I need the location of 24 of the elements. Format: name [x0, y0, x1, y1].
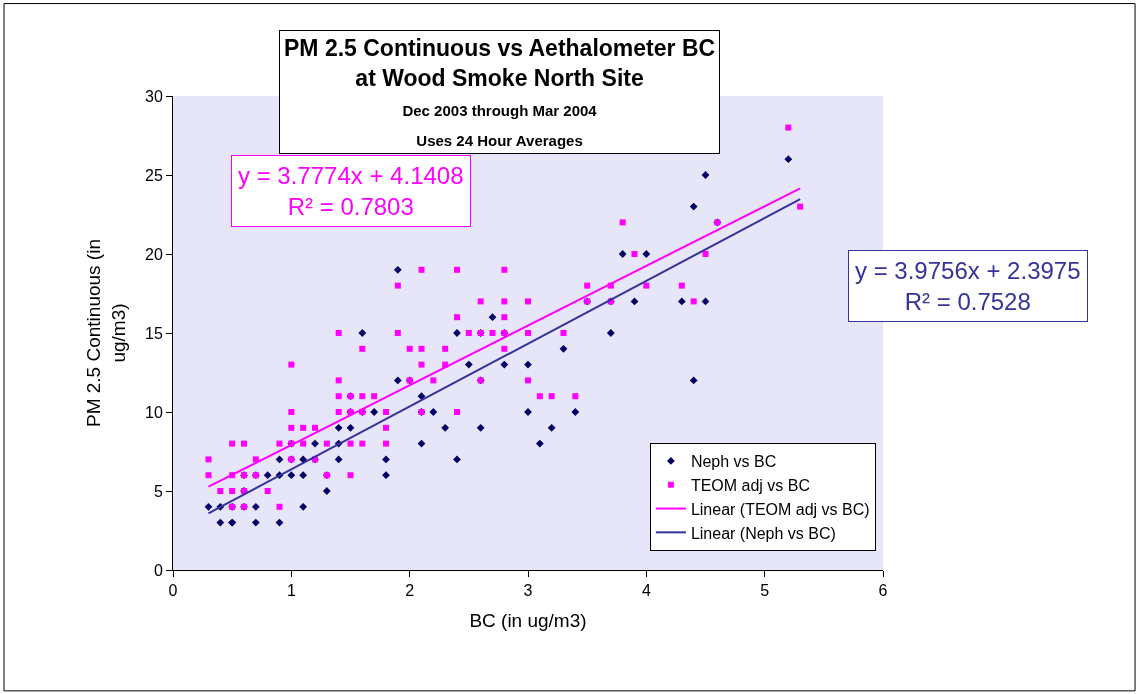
x-tick-label: 3 [523, 582, 533, 600]
x-tick-label: 5 [760, 582, 770, 600]
x-tick-label: 6 [878, 582, 888, 600]
y-axis-title: PM 2.5 Continuous (in ug/m3) [83, 239, 129, 427]
annotation: y = 3.7774x + 4.1408 R² = 0.7803 [238, 162, 464, 221]
legend-label: Linear (TEOM adj vs BC) [690, 500, 870, 518]
y-tick-label: 15 [145, 324, 163, 342]
legend-label: TEOM adj vs BC [690, 476, 811, 494]
y-tick-label: 10 [145, 403, 163, 421]
x-tick-label: 0 [168, 582, 178, 600]
chart-title: PM 2.5 Continuous vs Aethalometer BC at Wood Smoke North Site [284, 35, 716, 91]
y-tick-label: 20 [145, 245, 163, 263]
x-tick-label: 1 [286, 582, 296, 600]
y-tick-label: 0 [153, 561, 163, 579]
x-axis-title: BC (in ug/m3) [469, 610, 587, 631]
y-tick-label: 25 [145, 166, 163, 184]
legend-label: Neph vs BC [690, 453, 777, 471]
x-tick-label: 4 [641, 582, 651, 600]
y-tick-label: 5 [153, 482, 163, 500]
text: Dec 2003 through Mar 2004 Uses 24 Hour Averages [402, 101, 598, 149]
annotation: y = 3.9756x + 2.3975 R² = 0.7528 [855, 257, 1081, 316]
legend-label: Linear (Neph vs BC) [690, 524, 836, 542]
x-tick-label: 2 [405, 582, 415, 600]
y-tick-label: 30 [145, 87, 163, 105]
